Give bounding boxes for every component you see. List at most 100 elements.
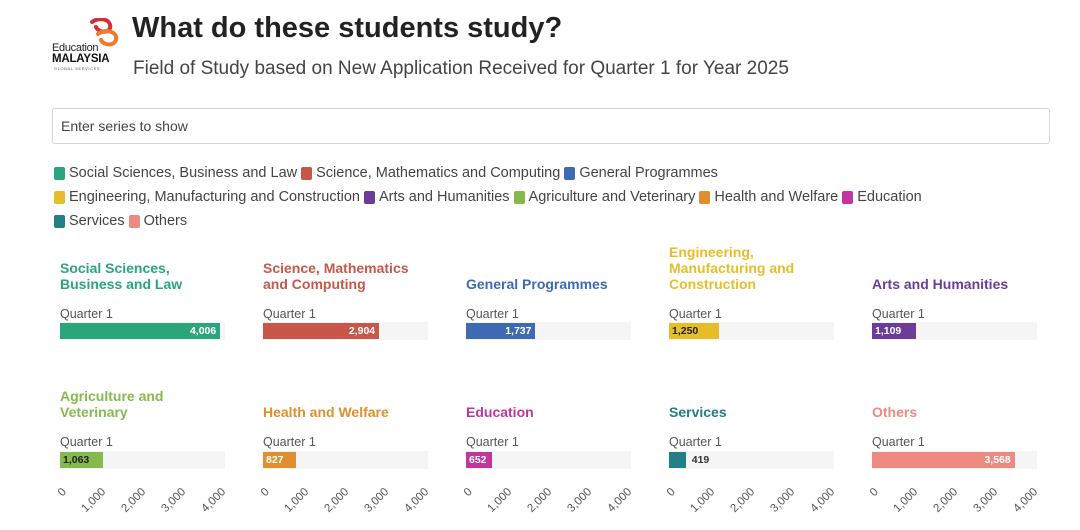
plot-track (669, 451, 834, 469)
x-tick-label: 1,000 (485, 486, 515, 515)
quarter-label: Quarter 1 (263, 435, 316, 449)
bar[interactable] (60, 452, 103, 468)
legend-swatch (128, 215, 140, 228)
x-tick-label: 0 (461, 486, 475, 500)
legend-swatch (54, 191, 65, 204)
legend-item[interactable]: Engineering, Manufacturing and Construct… (54, 187, 360, 208)
x-tick-label: 3,000 (971, 486, 1001, 515)
legend-item[interactable]: Services (54, 211, 125, 232)
legend-item[interactable]: Health and Welfare (699, 187, 838, 208)
legend-label: Others (143, 213, 188, 229)
panel-title-line: Social Sciences, (60, 260, 170, 276)
legend-item[interactable]: Education (842, 187, 922, 208)
bar[interactable] (872, 323, 917, 339)
legend-item[interactable]: Agriculture and Veterinary (513, 187, 696, 208)
x-tick-label: 0 (258, 486, 272, 500)
panel-title-line: Construction (669, 276, 757, 292)
panel-title: Social Sciences, Business and Law (60, 260, 182, 292)
panel-title-line: Education (466, 404, 534, 420)
legend-item[interactable]: Others (128, 211, 188, 232)
x-tick-label: 3,000 (159, 486, 189, 515)
x-tick-label: 4,000 (402, 486, 432, 515)
panel-title-line: and Computing (263, 276, 366, 292)
legend-swatch (699, 191, 711, 204)
bar-value-label: 652 (469, 454, 487, 466)
x-tick-label: 0 (664, 486, 678, 500)
x-tick-label: 0 (55, 486, 69, 500)
x-tick-label: 2,000 (525, 486, 555, 515)
bar-value-label: 1,250 (672, 325, 699, 337)
panel-title-line: Others (872, 404, 918, 420)
logo-line-1: Education (52, 42, 99, 54)
legend-swatch (564, 167, 576, 180)
legend-item[interactable]: Social Sciences, Business and Law (54, 163, 297, 184)
quarter-label: Quarter 1 (669, 307, 722, 321)
legend-label: Health and Welfare (714, 189, 839, 205)
plot-track (263, 451, 428, 469)
panel-title-line: Business and Law (60, 276, 183, 292)
x-tick-label: 2,000 (931, 486, 961, 515)
logo-mark-icon (90, 18, 119, 47)
panel-title-line: Veterinary (60, 404, 128, 420)
bar[interactable] (669, 452, 686, 468)
bar[interactable] (466, 452, 493, 468)
quarter-label: Quarter 1 (466, 307, 519, 321)
series-search-input[interactable] (52, 108, 1050, 144)
bar-value-label: 3,568 (984, 454, 1011, 466)
x-tick-label: 4,000 (199, 486, 229, 515)
x-tick-label: 2,000 (119, 486, 149, 515)
bar-value-label: 1,109 (875, 325, 902, 337)
quarter-label: Quarter 1 (60, 307, 113, 321)
legend-item[interactable]: General Programmes (564, 163, 718, 184)
logo-line-2: MALAYSIA (52, 53, 110, 65)
panel-title-line: Science, Mathematics (263, 260, 409, 276)
panel-title-line: Services (669, 404, 727, 420)
legend-label: Science, Mathematics and Computing (316, 165, 561, 181)
bar[interactable] (669, 323, 719, 339)
panel-title-line: Engineering, (669, 244, 754, 260)
x-tick-label: 1,000 (282, 486, 312, 515)
logo-line-3: GLOBAL SERVICES (54, 66, 101, 71)
x-tick-label: 3,000 (768, 486, 798, 515)
legend-label: General Programmes (579, 165, 718, 181)
x-tick-label: 2,000 (728, 486, 758, 515)
x-tick-label: 4,000 (808, 486, 838, 515)
legend-label: Education (857, 189, 922, 205)
x-tick-label: 1,000 (688, 486, 718, 515)
legend-item[interactable]: Science, Mathematics and Computing (301, 163, 560, 184)
legend-swatch (513, 191, 525, 204)
bar[interactable] (60, 323, 221, 339)
quarter-label: Quarter 1 (669, 435, 722, 449)
bar[interactable] (872, 452, 1015, 468)
quarter-label: Quarter 1 (263, 307, 316, 321)
bar-value-label: 1,063 (63, 454, 90, 466)
legend: Social Sciences, Business and Law Science… (54, 163, 1014, 235)
logo: Education MALAYSIA GLOBAL SERVICES (52, 18, 126, 71)
legend-label: Social Sciences, Business and Law (69, 165, 298, 181)
legend-label: Agriculture and Veterinary (528, 189, 696, 205)
legend-item[interactable]: Arts and Humanities (363, 187, 510, 208)
plot-track (466, 451, 631, 469)
panel-title: Services (669, 404, 727, 420)
bar[interactable] (263, 452, 297, 468)
legend-label: Engineering, Manufacturing and Construct… (69, 189, 360, 205)
x-tick-label: 4,000 (1011, 486, 1041, 515)
legend-label: Arts and Humanities (378, 189, 510, 205)
panel-title: Arts and Humanities (872, 276, 1008, 292)
bar-value-label: 2,904 (348, 325, 376, 337)
bar[interactable] (466, 323, 536, 339)
page-title: What do these students study? (132, 12, 563, 44)
bar[interactable] (263, 323, 380, 339)
x-tick-label: 1,000 (79, 486, 109, 515)
quarter-label: Quarter 1 (466, 435, 519, 449)
panel-title: Others (872, 404, 917, 420)
page-subtitle: Field of Study based on New Application … (133, 58, 789, 79)
panel-title-line: Manufacturing and (669, 260, 795, 276)
quarter-label: Quarter 1 (60, 435, 113, 449)
bar-value-label: 419 (691, 454, 710, 466)
bar-value-label: 1,737 (505, 325, 532, 337)
x-tick-label: 3,000 (362, 486, 392, 515)
panel-title: General Programmes (466, 276, 608, 292)
x-tick-label: 4,000 (605, 486, 635, 515)
quarter-label: Quarter 1 (872, 435, 925, 449)
